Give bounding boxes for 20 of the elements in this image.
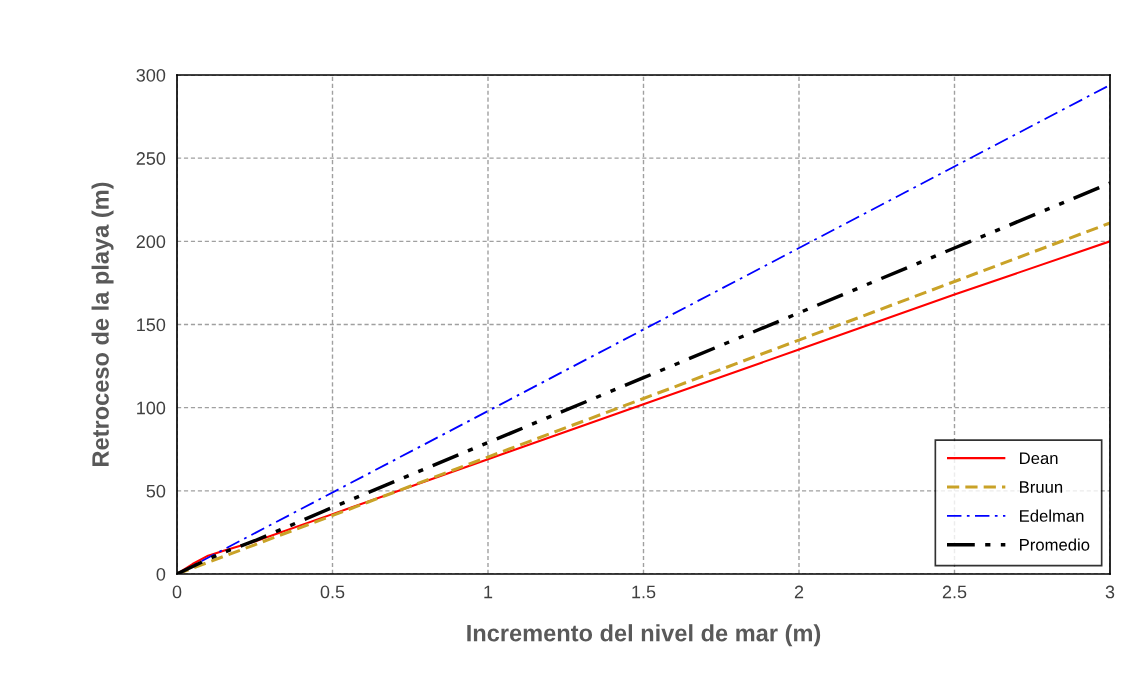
y-axis-title: Retroceso de la playa (m) bbox=[91, 182, 114, 466]
x-tick-label: 0 bbox=[172, 585, 182, 599]
y-tick-label: 100 bbox=[137, 401, 166, 415]
y-tick-label: 300 bbox=[136, 68, 166, 82]
x-tick-label: 1 bbox=[484, 585, 493, 599]
legend-label: Dean bbox=[1020, 452, 1058, 465]
x-axis-title: Incremento del nivel de mar (m) bbox=[467, 624, 821, 647]
x-tick-label: 3 bbox=[1105, 585, 1115, 599]
legend-label: Promedio bbox=[1020, 538, 1090, 551]
y-tick-label: 250 bbox=[136, 152, 166, 165]
legend-label: Edelman bbox=[1020, 509, 1084, 522]
y-tick-label: 150 bbox=[137, 318, 166, 332]
legend-label: Bruun bbox=[1020, 481, 1063, 493]
x-tick-label: 2 bbox=[794, 585, 804, 599]
x-tick-label: 2.5 bbox=[942, 585, 967, 599]
y-tick-label: 200 bbox=[136, 235, 166, 249]
y-tick-label: 50 bbox=[146, 484, 166, 498]
x-tick-label: 1.5 bbox=[632, 585, 656, 599]
y-tick-label: 0 bbox=[156, 567, 166, 581]
x-tick-label: 0.5 bbox=[320, 585, 345, 599]
